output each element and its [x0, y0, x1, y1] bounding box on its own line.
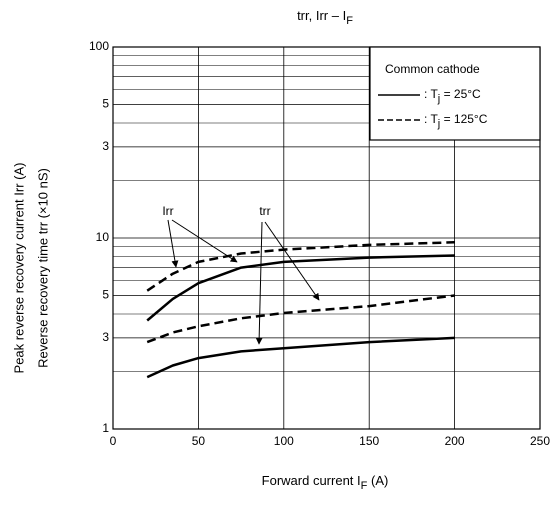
legend-box	[369, 46, 541, 141]
y-tick-label: 100	[89, 39, 109, 53]
legend-label: : Tj = 125°C	[424, 112, 488, 130]
y-tick-label: 1	[102, 421, 109, 435]
y-tick-label: 3	[102, 139, 109, 153]
x-tick-label: 0	[110, 434, 117, 448]
plot-frame	[112, 46, 541, 430]
y-axis-label: Reverse recovery time trr (×10 nS)	[35, 168, 50, 368]
x-tick-label: 200	[445, 434, 465, 448]
y-tick-label: 5	[102, 97, 109, 111]
data-line	[146, 336, 455, 379]
legend-label: : Tj = 25°C	[424, 87, 481, 105]
x-tick-label: 50	[192, 434, 206, 448]
data-line	[146, 254, 455, 322]
legend: Common cathode : Tj = 25°C : Tj = 125°C	[369, 46, 541, 141]
arrows	[167, 219, 320, 345]
y-tick-label: 10	[96, 230, 110, 244]
x-tick-label: 250	[530, 434, 550, 448]
chart-title: trr, Irr – IF	[297, 8, 353, 26]
arrow	[255, 221, 263, 345]
annotation: trr	[259, 204, 270, 218]
y-axis-label: Peak reverse recovery current Irr (A)	[11, 163, 26, 374]
annotation: Irr	[162, 204, 173, 218]
x-tick-label: 100	[274, 434, 294, 448]
arrow	[171, 219, 238, 263]
x-axis-label: Forward current IF (A)	[262, 473, 389, 491]
data-line	[146, 241, 455, 292]
legend-title: Common cathode	[385, 62, 480, 76]
y-tick-label: 3	[102, 330, 109, 344]
y-tick-label: 5	[102, 288, 109, 302]
arrow	[167, 219, 179, 268]
arrow	[264, 221, 320, 301]
data-line	[146, 294, 455, 344]
x-tick-label: 150	[359, 434, 379, 448]
curves	[146, 241, 455, 379]
